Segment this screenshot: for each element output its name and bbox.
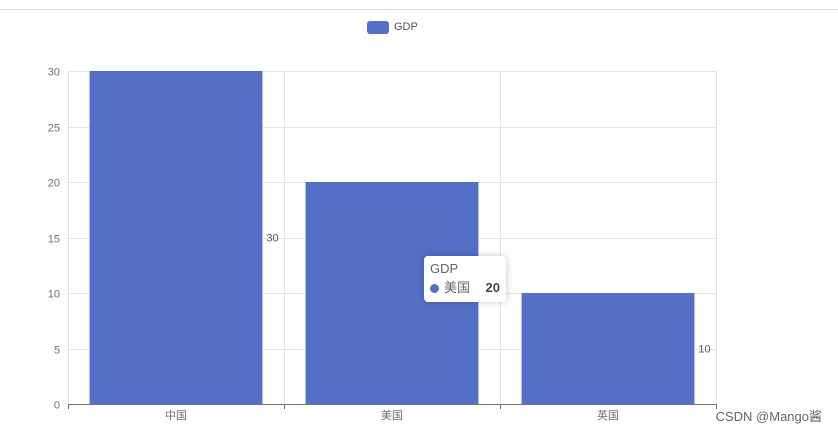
- tooltip-category: 美国: [444, 280, 471, 295]
- bar-中国: [89, 71, 263, 404]
- y-tick-label: 25: [48, 123, 60, 135]
- tooltip: GDP 美国 20: [424, 256, 506, 302]
- tooltip-series-dot: [430, 283, 439, 293]
- data-label: 10: [698, 344, 710, 356]
- data-label: 30: [266, 233, 278, 245]
- bar-英国: [521, 293, 695, 404]
- x-tick-label: 中国: [165, 409, 187, 422]
- x-tick-label: 美国: [381, 409, 403, 422]
- tooltip-value: 20: [485, 280, 500, 295]
- y-tick-label: 0: [54, 400, 60, 412]
- legend-label: GDP: [394, 21, 418, 33]
- y-tick-label: 5: [54, 345, 60, 357]
- watermark: CSDN @Mango酱: [715, 409, 822, 424]
- tooltip-row: 美国 20: [430, 279, 500, 297]
- y-tick-label: 15: [48, 234, 60, 246]
- y-tick-label: 30: [48, 67, 60, 79]
- tooltip-title: GDP: [430, 261, 459, 276]
- legend[interactable]: GDP: [367, 19, 418, 35]
- y-tick-label: 20: [48, 178, 60, 190]
- x-tick-label: 英国: [597, 408, 619, 422]
- legend-swatch: [367, 20, 389, 34]
- top-divider: [0, 9, 838, 10]
- y-tick-label: 10: [48, 289, 60, 301]
